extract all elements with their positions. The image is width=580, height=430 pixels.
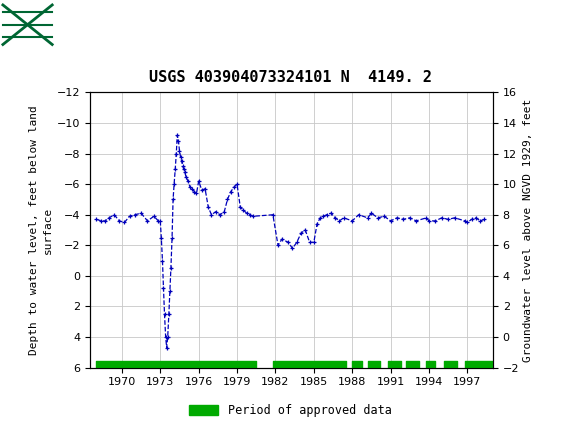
Y-axis label: Depth to water level, feet below land
surface: Depth to water level, feet below land su…	[30, 105, 53, 355]
Text: USGS 403904073324101 N  4149. 2: USGS 403904073324101 N 4149. 2	[148, 70, 432, 85]
FancyBboxPatch shape	[3, 4, 52, 46]
Legend: Period of approved data: Period of approved data	[184, 399, 396, 422]
Y-axis label: Groundwater level above NGVD 1929, feet: Groundwater level above NGVD 1929, feet	[523, 98, 534, 362]
Text: USGS: USGS	[58, 16, 113, 34]
